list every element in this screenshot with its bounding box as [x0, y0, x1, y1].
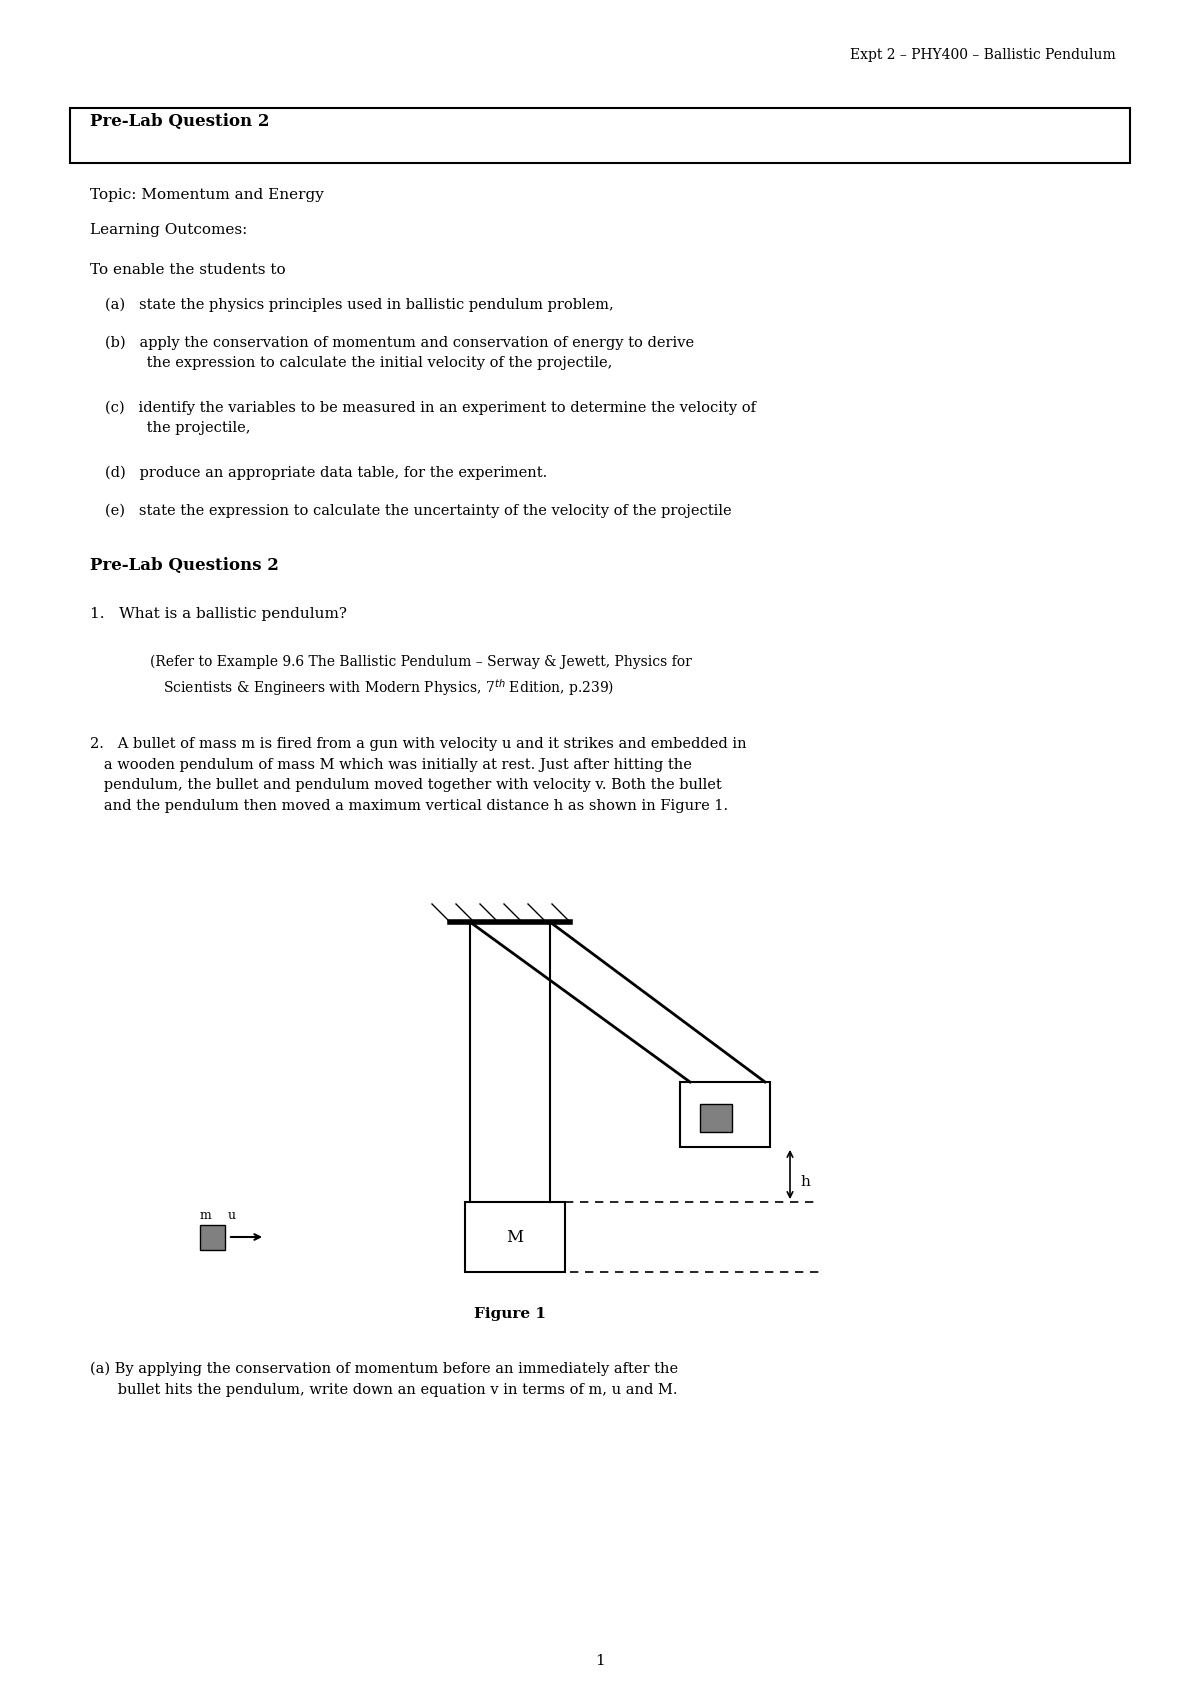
FancyBboxPatch shape — [70, 109, 1130, 163]
Text: Figure 1: Figure 1 — [474, 1307, 546, 1321]
Text: Expt 2 – PHY400 – Ballistic Pendulum: Expt 2 – PHY400 – Ballistic Pendulum — [850, 48, 1116, 63]
Text: M: M — [506, 1228, 523, 1246]
Text: (a) By applying the conservation of momentum before an immediately after the
   : (a) By applying the conservation of mome… — [90, 1362, 678, 1397]
Text: 1: 1 — [595, 1654, 605, 1667]
Text: (e)   state the expression to calculate the uncertainty of the velocity of the p: (e) state the expression to calculate th… — [106, 504, 732, 518]
Text: Pre-Lab Questions 2: Pre-Lab Questions 2 — [90, 557, 278, 574]
Text: Pre-Lab Question 2: Pre-Lab Question 2 — [90, 114, 270, 131]
Text: (b)   apply the conservation of momentum and conservation of energy to derive
  : (b) apply the conservation of momentum a… — [106, 336, 694, 370]
Bar — [200, 1224, 226, 1250]
Text: 1.   What is a ballistic pendulum?: 1. What is a ballistic pendulum? — [90, 606, 347, 621]
Bar — [700, 1104, 732, 1133]
Text: Topic: Momentum and Energy: Topic: Momentum and Energy — [90, 188, 324, 202]
Bar — [680, 1082, 770, 1148]
Text: (c)   identify the variables to be measured in an experiment to determine the ve: (c) identify the variables to be measure… — [106, 401, 756, 435]
Text: h: h — [800, 1175, 810, 1189]
Text: 2.   A bullet of mass m is fired from a gun with velocity u and it strikes and e: 2. A bullet of mass m is fired from a gu… — [90, 737, 746, 813]
Text: To enable the students to: To enable the students to — [90, 263, 286, 277]
Bar — [466, 1202, 565, 1272]
Text: (Refer to Example 9.6 The Ballistic Pendulum – Serway & Jewett, Physics for
   S: (Refer to Example 9.6 The Ballistic Pend… — [150, 655, 692, 698]
Text: (a)   state the physics principles used in ballistic pendulum problem,: (a) state the physics principles used in… — [106, 299, 613, 312]
Text: (d)   produce an appropriate data table, for the experiment.: (d) produce an appropriate data table, f… — [106, 465, 547, 481]
Text: Learning Outcomes:: Learning Outcomes: — [90, 222, 247, 238]
Text: m: m — [200, 1209, 211, 1223]
Text: u: u — [228, 1209, 236, 1223]
